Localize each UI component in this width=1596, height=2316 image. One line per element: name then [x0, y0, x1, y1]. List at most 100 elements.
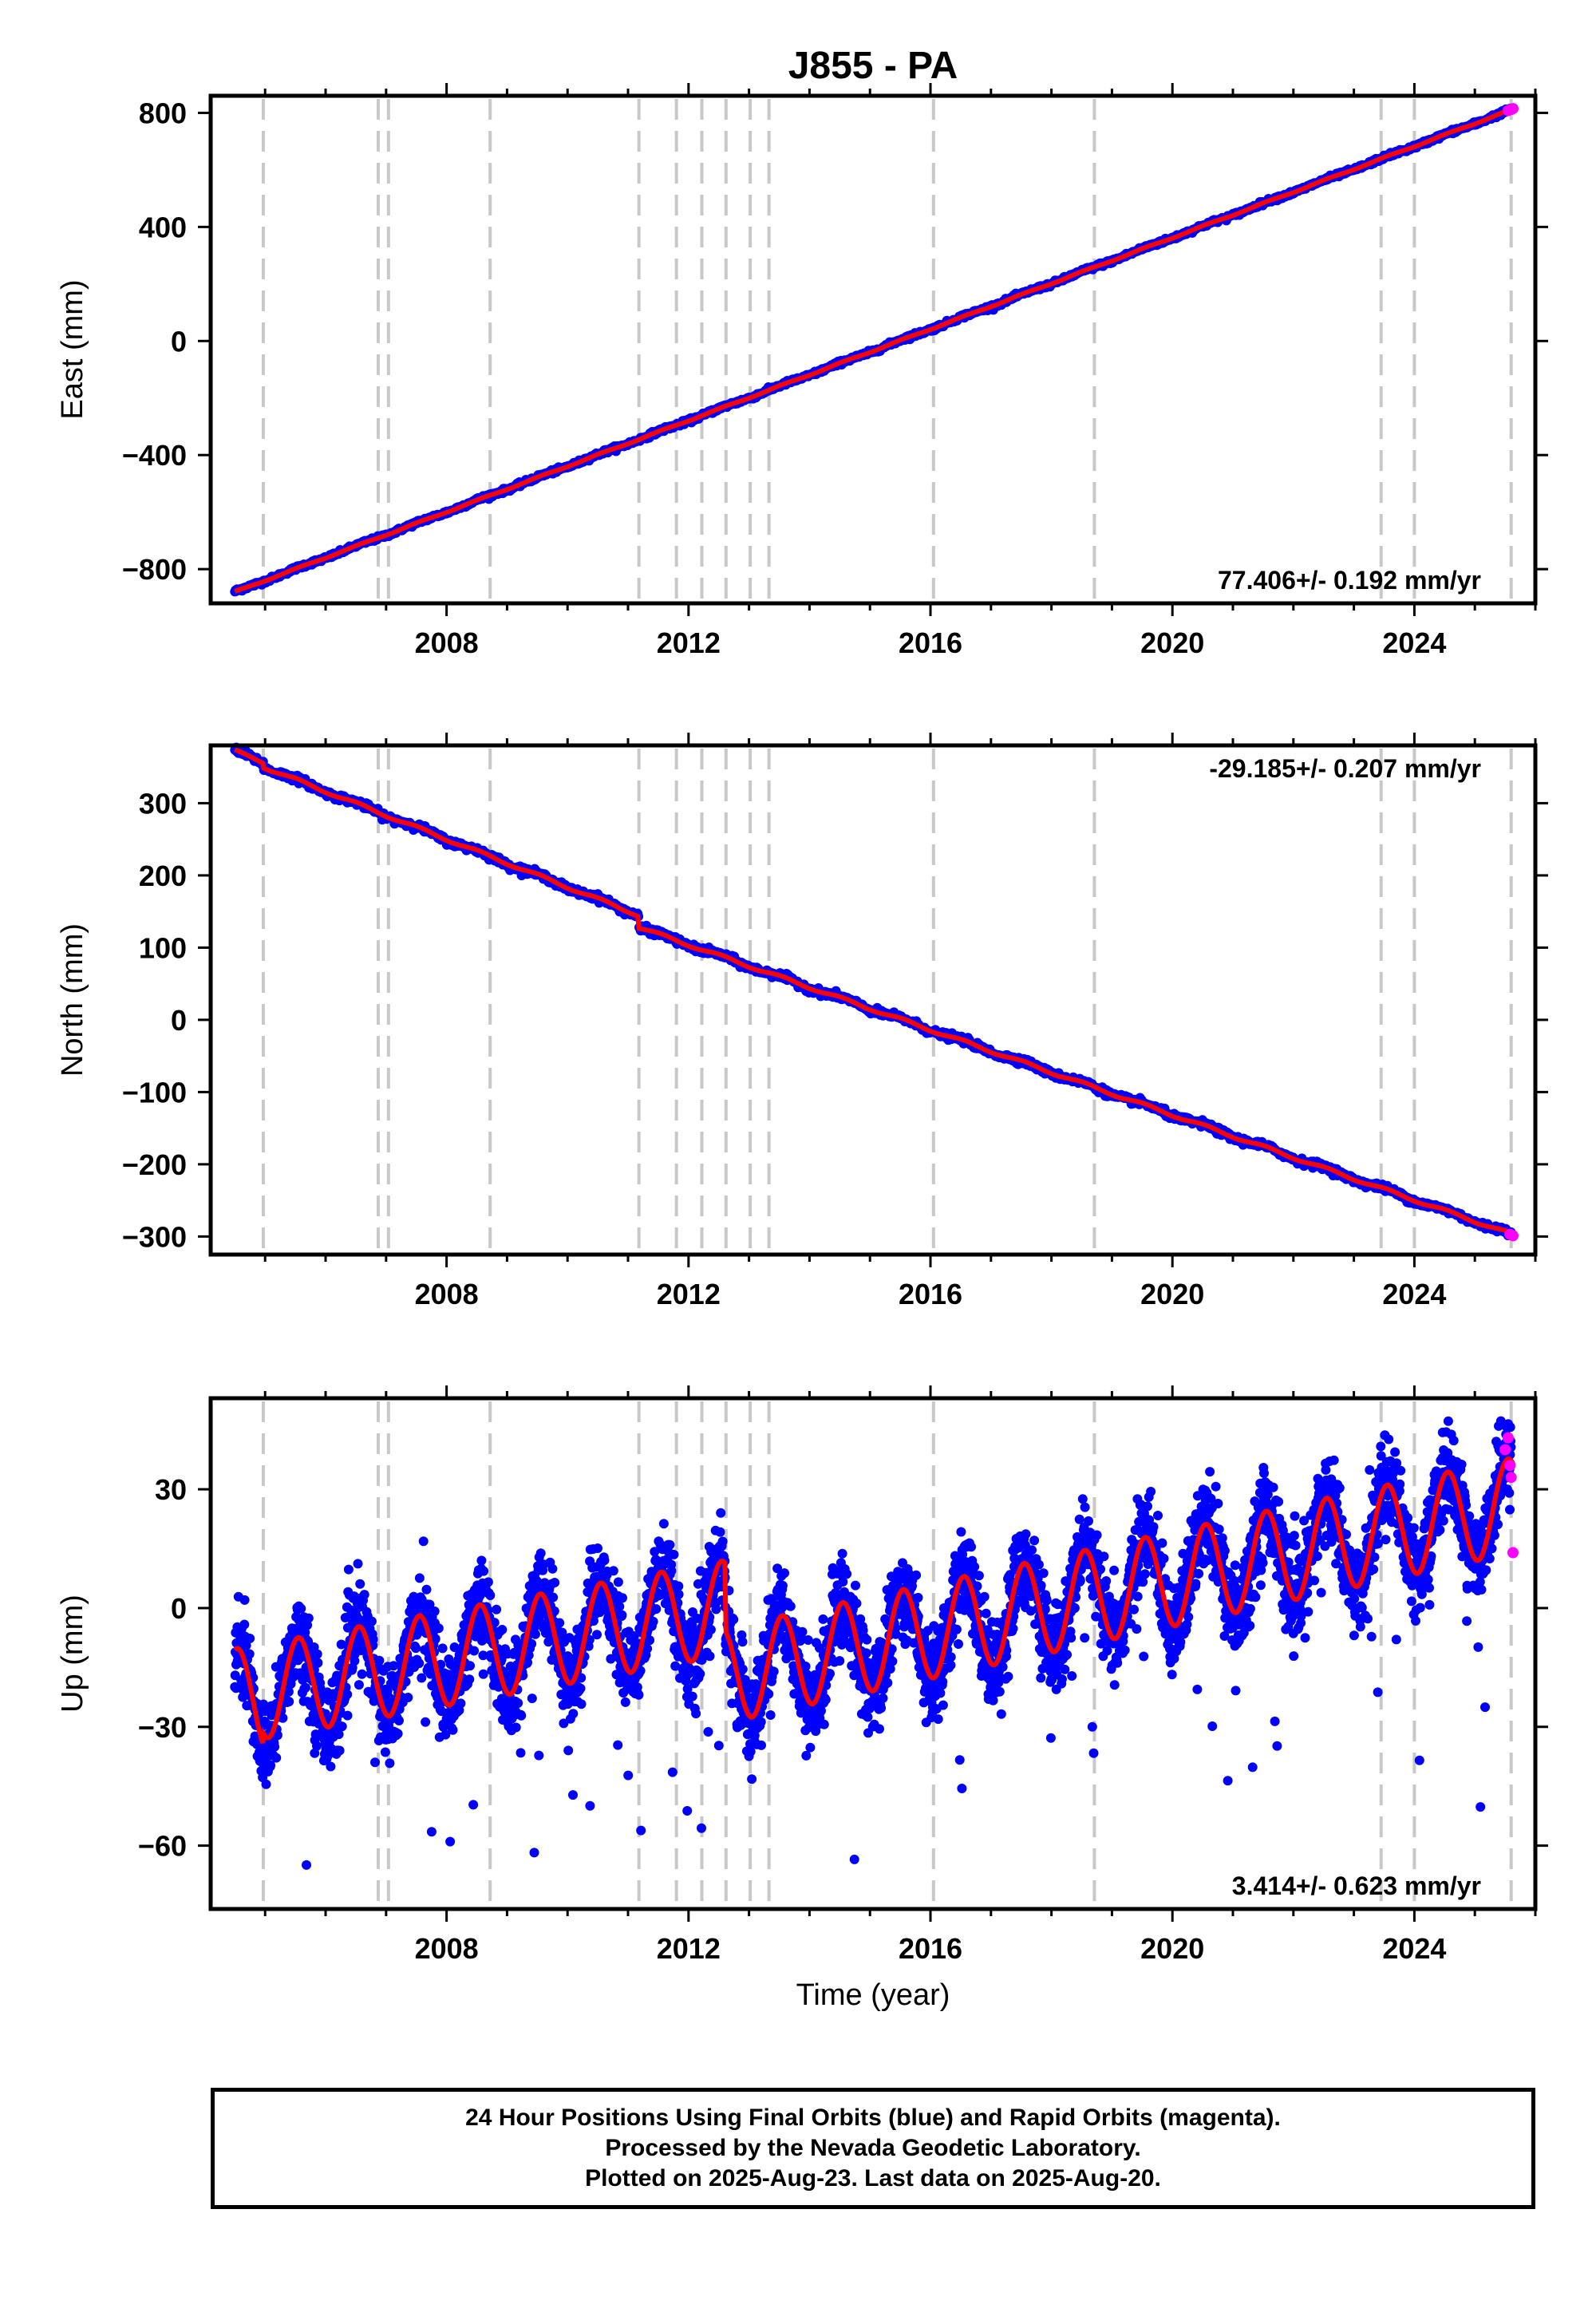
data-point [411, 1643, 421, 1654]
east-panel: 2008 2012 2016 2020 2024 800 400 0 −400 −800 East … [56, 83, 1548, 659]
data-point [497, 1625, 508, 1634]
data-point [303, 1613, 314, 1623]
data-point [485, 1591, 496, 1600]
data-point [445, 1836, 456, 1847]
data-point [429, 1607, 440, 1616]
data-point [478, 1669, 488, 1679]
data-point [568, 1790, 578, 1800]
x-tick-label: 2020 [1140, 626, 1204, 659]
data-point [516, 1710, 527, 1721]
data-point [421, 1717, 431, 1727]
x-tick-label: 2008 [415, 1278, 479, 1310]
rapid-point [1507, 103, 1519, 115]
data-point [342, 1710, 353, 1721]
data-point [448, 1725, 458, 1735]
data-point [550, 1578, 560, 1587]
data-point [313, 1658, 323, 1668]
x-tick-label: 2008 [415, 626, 479, 659]
y-tick-label: −100 [122, 1076, 187, 1109]
data-point [343, 1564, 354, 1575]
data-point [353, 1559, 363, 1569]
data-point [271, 1753, 282, 1763]
data-point [555, 1618, 565, 1628]
y-tick-label: 0 [171, 1004, 187, 1037]
data-point [355, 1579, 365, 1589]
data-point [469, 1646, 480, 1656]
data-point [326, 1761, 336, 1772]
data-point [270, 1741, 280, 1752]
y-tick-label: 400 [139, 211, 187, 243]
x-tick-label: 2020 [1140, 1278, 1204, 1310]
data-point [380, 1747, 390, 1757]
rate-label: 77.406+/- 0.192 mm/yr [1218, 566, 1481, 595]
y-axis-label: East (mm) [56, 279, 89, 419]
data-point [239, 1619, 250, 1630]
data-point [302, 1860, 311, 1870]
data-point [354, 1680, 364, 1690]
data-point [568, 1709, 579, 1719]
data-point [576, 1699, 587, 1709]
data-point [312, 1649, 322, 1659]
data-point [312, 1741, 322, 1751]
data-point [337, 1721, 347, 1732]
data-point [464, 1674, 475, 1685]
y-tick-label: 800 [139, 97, 187, 129]
data-point [245, 1634, 255, 1643]
data-point [301, 1682, 310, 1693]
y-tick-label: 0 [171, 325, 187, 358]
data-point [548, 1592, 559, 1603]
x-tick-label: 2024 [1382, 1278, 1446, 1310]
data-point [393, 1729, 403, 1739]
data-point [511, 1722, 521, 1733]
data-point [296, 1603, 306, 1614]
x-tick-label: 2024 [1382, 626, 1446, 659]
data-point [516, 1748, 526, 1758]
data-point [563, 1745, 574, 1756]
data-point [414, 1658, 425, 1669]
data-point [414, 1573, 425, 1583]
data-point [284, 1697, 294, 1707]
data-point [370, 1757, 380, 1768]
data-point [394, 1716, 404, 1725]
x-tick-label: 2012 [657, 1278, 721, 1310]
data-point [433, 1623, 444, 1634]
x-tick-label: 2016 [899, 626, 962, 659]
data-point [334, 1745, 345, 1756]
data-point [476, 1555, 487, 1566]
rate-label: -29.185+/- 0.207 mm/yr [1209, 754, 1481, 783]
data-point [418, 1536, 429, 1547]
data-point [342, 1690, 353, 1700]
data-point [530, 1629, 540, 1639]
data-point [534, 1750, 544, 1761]
data-point [357, 1669, 367, 1679]
x-tick-label: 2012 [657, 626, 721, 659]
y-tick-label: −200 [122, 1148, 187, 1181]
data-point [547, 1563, 558, 1574]
data-point [426, 1827, 437, 1837]
y-axis-label: North (mm) [56, 923, 89, 1077]
data-point [239, 1595, 250, 1605]
data-point [468, 1800, 479, 1810]
north-panel: 2008 2012 2016 2020 20243002001000−100−200−3… [56, 733, 1548, 1310]
data-point [575, 1683, 586, 1694]
data-point [527, 1694, 537, 1704]
data-point [421, 1584, 432, 1595]
model-curve [234, 105, 1515, 594]
data-point [244, 1649, 255, 1659]
data-point [492, 1604, 502, 1614]
rapid-point [1507, 1230, 1519, 1242]
data-point [359, 1590, 369, 1600]
data-point [261, 1779, 271, 1789]
y-tick-label: −800 [122, 553, 187, 586]
data-point [513, 1698, 523, 1708]
y-tick-label: −400 [122, 439, 187, 472]
data-point [456, 1698, 466, 1709]
chart-title: J855 - PA [788, 45, 958, 87]
data-point [529, 1848, 539, 1858]
y-tick-label: −300 [122, 1220, 187, 1253]
data-point [385, 1758, 395, 1769]
final-orbit-points [230, 1416, 1516, 1870]
data-point [465, 1661, 475, 1671]
